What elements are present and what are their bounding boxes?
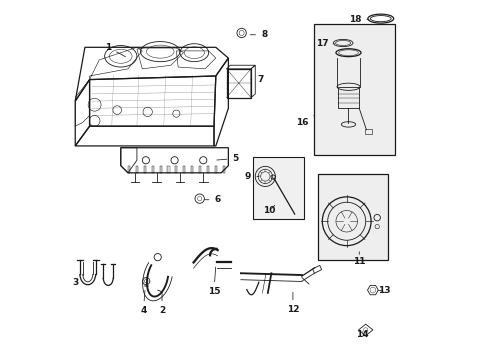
Text: 9: 9 [244,172,259,181]
Text: 7: 7 [250,75,264,84]
Text: 13: 13 [377,286,390,295]
Text: 2: 2 [159,292,165,315]
Text: 17: 17 [316,39,334,48]
Bar [364,129,371,134]
Text: 11: 11 [352,252,365,266]
Text: 8: 8 [250,30,267,39]
Text: 5: 5 [216,154,238,163]
Text: 14: 14 [356,330,368,339]
Bar [226,69,250,98]
Bar [317,174,387,260]
Text: 18: 18 [348,15,368,24]
Text: 3: 3 [72,275,83,287]
Text: 4: 4 [140,291,146,315]
Bar [253,157,303,220]
Text: 12: 12 [286,292,299,314]
Text: 16: 16 [295,116,313,127]
Text: 6: 6 [204,195,220,204]
Text: 15: 15 [207,267,220,296]
Text: 10: 10 [263,205,275,215]
Bar [313,24,394,155]
Bar [337,87,359,108]
Text: 1: 1 [105,43,125,57]
